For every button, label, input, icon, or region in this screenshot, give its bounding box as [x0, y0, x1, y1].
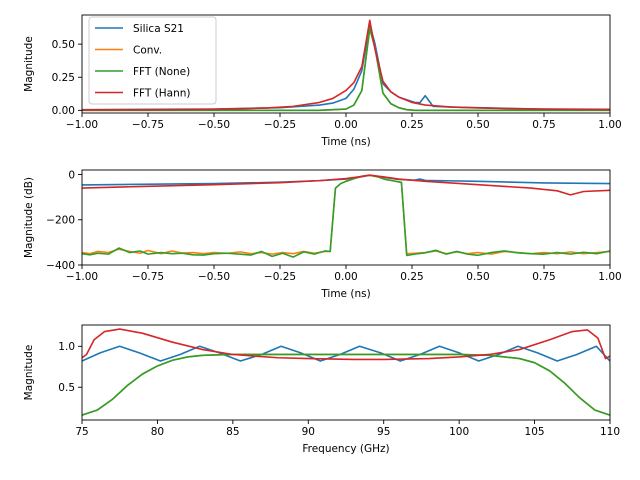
legend-box — [88, 16, 217, 105]
y-axis-label: Magnitude — [23, 345, 35, 401]
series-line-silica-s21 — [82, 174, 610, 186]
x-tick-label: 0.25 — [400, 119, 423, 131]
legend-entry: FFT (Hann) — [133, 88, 190, 100]
y-tick-label: −200 — [46, 215, 75, 227]
legend: Silica S21 Conv. FFT (None) FFT (Hann) — [88, 16, 217, 105]
y-tick-label: −400 — [46, 260, 75, 272]
x-tick-label: 110 — [600, 426, 620, 438]
y-tick-label: 0.50 — [52, 39, 75, 51]
x-tick-label: 0.00 — [334, 119, 357, 131]
y-axis-label: Magnitude (dB) — [23, 177, 35, 258]
x-tick-label: 0.00 — [334, 271, 357, 283]
series-line-fft-hann — [82, 328, 610, 361]
x-tick-label: −0.50 — [198, 271, 230, 283]
x-axis-label: Time (ns) — [320, 288, 370, 300]
series-line-fft-none — [82, 353, 610, 416]
x-tick-label: 0.75 — [532, 271, 555, 283]
chart-panel-3: 75 80 85 90 95 100 105 110 0.5 1.0 Frequency (GHz)… — [23, 324, 620, 455]
x-tick-label: −0.25 — [264, 119, 296, 131]
series-group — [82, 328, 610, 416]
x-axis-label: Time (ns) — [320, 136, 370, 148]
series-line-silica-s21 — [82, 345, 610, 362]
series-group — [82, 19, 610, 112]
x-tick-label: −0.75 — [132, 271, 164, 283]
legend-entry: Silica S21 — [133, 23, 184, 35]
x-tick-label: 1.00 — [598, 119, 621, 131]
series-group — [82, 174, 610, 258]
series-line-conv — [82, 353, 610, 416]
x-axis-label: Frequency (GHz) — [302, 443, 389, 455]
x-tick-label: 0.50 — [466, 271, 489, 283]
x-tick-label: 0.50 — [466, 119, 489, 131]
legend-entry: FFT (None) — [133, 66, 190, 78]
x-tick-label: −0.75 — [132, 119, 164, 131]
chart-panel-2: −1.00 −0.75 −0.50 −0.25 0.00 0.25 0.50 0.75 1.00… — [23, 169, 622, 300]
legend-entry: Conv. — [133, 45, 162, 57]
x-tick-label: 75 — [75, 426, 88, 438]
x-tick-label: −1.00 — [66, 271, 98, 283]
x-tick-label: 95 — [377, 426, 390, 438]
y-tick-label: 0.5 — [58, 382, 75, 394]
x-tick-label: 90 — [302, 426, 315, 438]
y-tick-label: 0.00 — [52, 105, 75, 117]
series-line-conv — [82, 174, 610, 255]
y-tick-label: 0 — [68, 169, 75, 181]
series-line-fft-hann — [82, 174, 610, 196]
series-line-fft-hann — [82, 19, 610, 111]
x-tick-label: 100 — [449, 426, 469, 438]
y-tick-label: 1.0 — [58, 341, 75, 353]
x-tick-label: −1.00 — [66, 119, 98, 131]
chart-panel-1: −1.00 −0.75 −0.50 −0.25 0.00 0.25 0.50 0.75 1.00… — [23, 14, 622, 148]
axes-frame — [81, 324, 611, 421]
x-tick-label: 80 — [151, 426, 164, 438]
y-tick-label: 0.25 — [52, 72, 75, 84]
x-tick-label: 85 — [226, 426, 239, 438]
x-tick-label: −0.25 — [264, 271, 296, 283]
x-tick-label: 1.00 — [598, 271, 621, 283]
x-tick-label: 105 — [525, 426, 545, 438]
y-axis-label: Magnitude — [23, 36, 35, 92]
x-tick-label: 0.75 — [532, 119, 555, 131]
x-tick-label: −0.50 — [198, 119, 230, 131]
series-line-fft-none — [82, 174, 610, 258]
x-tick-label: 0.25 — [400, 271, 423, 283]
